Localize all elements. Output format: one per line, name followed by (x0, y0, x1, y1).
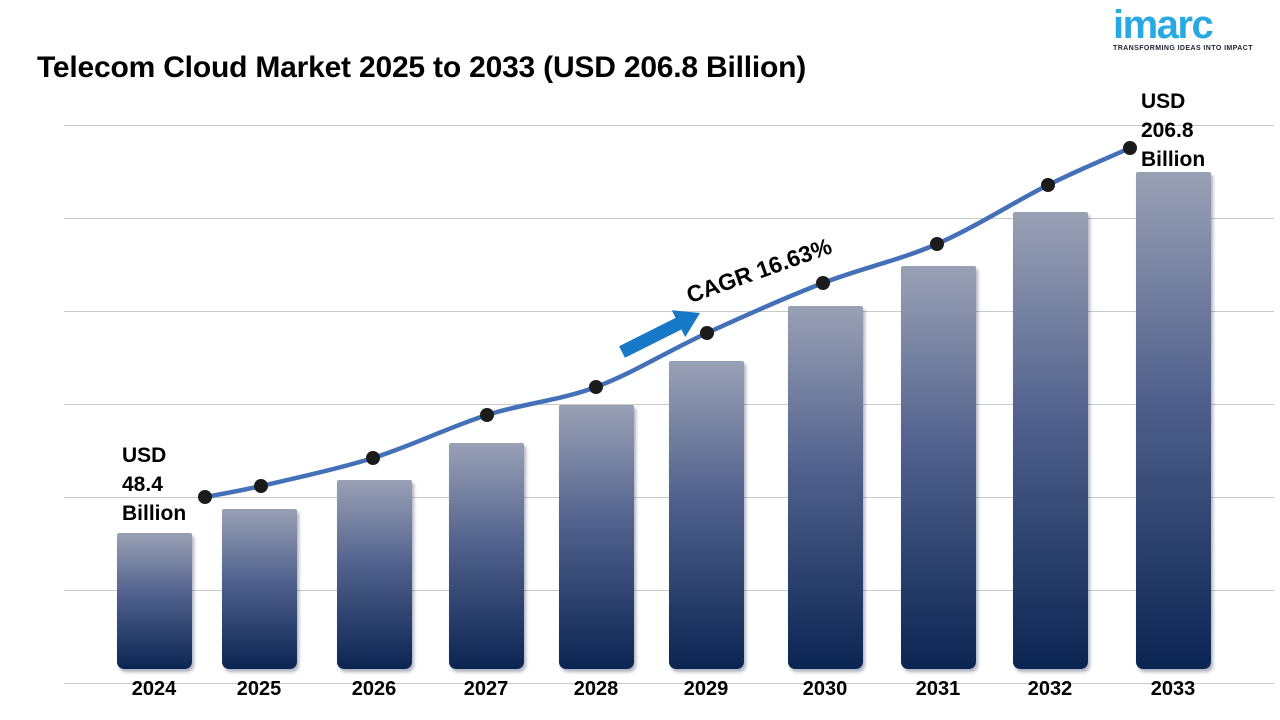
end-value-line-3: Billion (1141, 148, 1206, 171)
cagr-arrow-icon (619, 310, 700, 358)
x-axis-label-2032: 2032 (1027, 678, 1073, 700)
end-value-label: USD 206.8 Billion (1141, 87, 1205, 174)
line-marker-2030 (816, 276, 830, 290)
x-axis-label-2027: 2027 (463, 678, 509, 700)
end-value-line-2: 206.8 (1141, 119, 1194, 142)
start-value-line-1: USD (122, 444, 167, 467)
bar-2030 (787, 306, 863, 669)
x-axis-label-2024: 2024 (131, 678, 177, 700)
bar-2024 (116, 533, 192, 669)
bar-2033 (1135, 172, 1211, 669)
gridline (64, 218, 1274, 219)
end-value-line-1: USD (1141, 90, 1186, 113)
line-markers-group (198, 141, 1137, 504)
start-value-line-2: 48.4 (122, 473, 163, 496)
chart-title: Telecom Cloud Market 2025 to 2033 (USD 2… (37, 51, 807, 84)
gridline (64, 125, 1274, 126)
x-axis-label-2028: 2028 (573, 678, 619, 700)
line-marker-2025 (254, 479, 268, 493)
x-axis-label-2031: 2031 (915, 678, 961, 700)
trend-line (202, 145, 1133, 500)
bar-2027 (448, 443, 524, 669)
imarc-logo: imarc TRANSFORMING IDEAS INTO IMPACT (1113, 3, 1253, 52)
line-marker-2031 (930, 237, 944, 251)
x-axis-label-2029: 2029 (683, 678, 729, 700)
x-axis-label-2025: 2025 (236, 678, 282, 700)
x-axis-label-2030: 2030 (802, 678, 848, 700)
line-marker-2032 (1041, 178, 1055, 192)
line-marker-2028 (589, 380, 603, 394)
line-marker-2029 (700, 326, 714, 340)
imarc-logo-tagline: TRANSFORMING IDEAS INTO IMPACT (1113, 45, 1253, 52)
bar-2025 (221, 509, 297, 669)
cagr-label: CAGR 16.63% (682, 232, 836, 309)
x-axis-label-2026: 2026 (351, 678, 397, 700)
gridline (64, 311, 1274, 312)
gridline (64, 683, 1274, 684)
bar-2029 (668, 361, 744, 669)
bar-2032 (1012, 212, 1088, 669)
bar-2031 (900, 266, 976, 669)
x-axis-label-2033: 2033 (1150, 678, 1196, 700)
line-marker-2033 (1123, 141, 1137, 155)
bar-2026 (336, 480, 412, 669)
line-marker-2027 (480, 408, 494, 422)
line-marker-2026 (366, 451, 380, 465)
start-value-label: USD 48.4 Billion (122, 441, 186, 528)
bar-2028 (558, 405, 634, 669)
imarc-logo-wordmark: imarc (1113, 3, 1214, 47)
start-value-line-3: Billion (122, 502, 187, 525)
